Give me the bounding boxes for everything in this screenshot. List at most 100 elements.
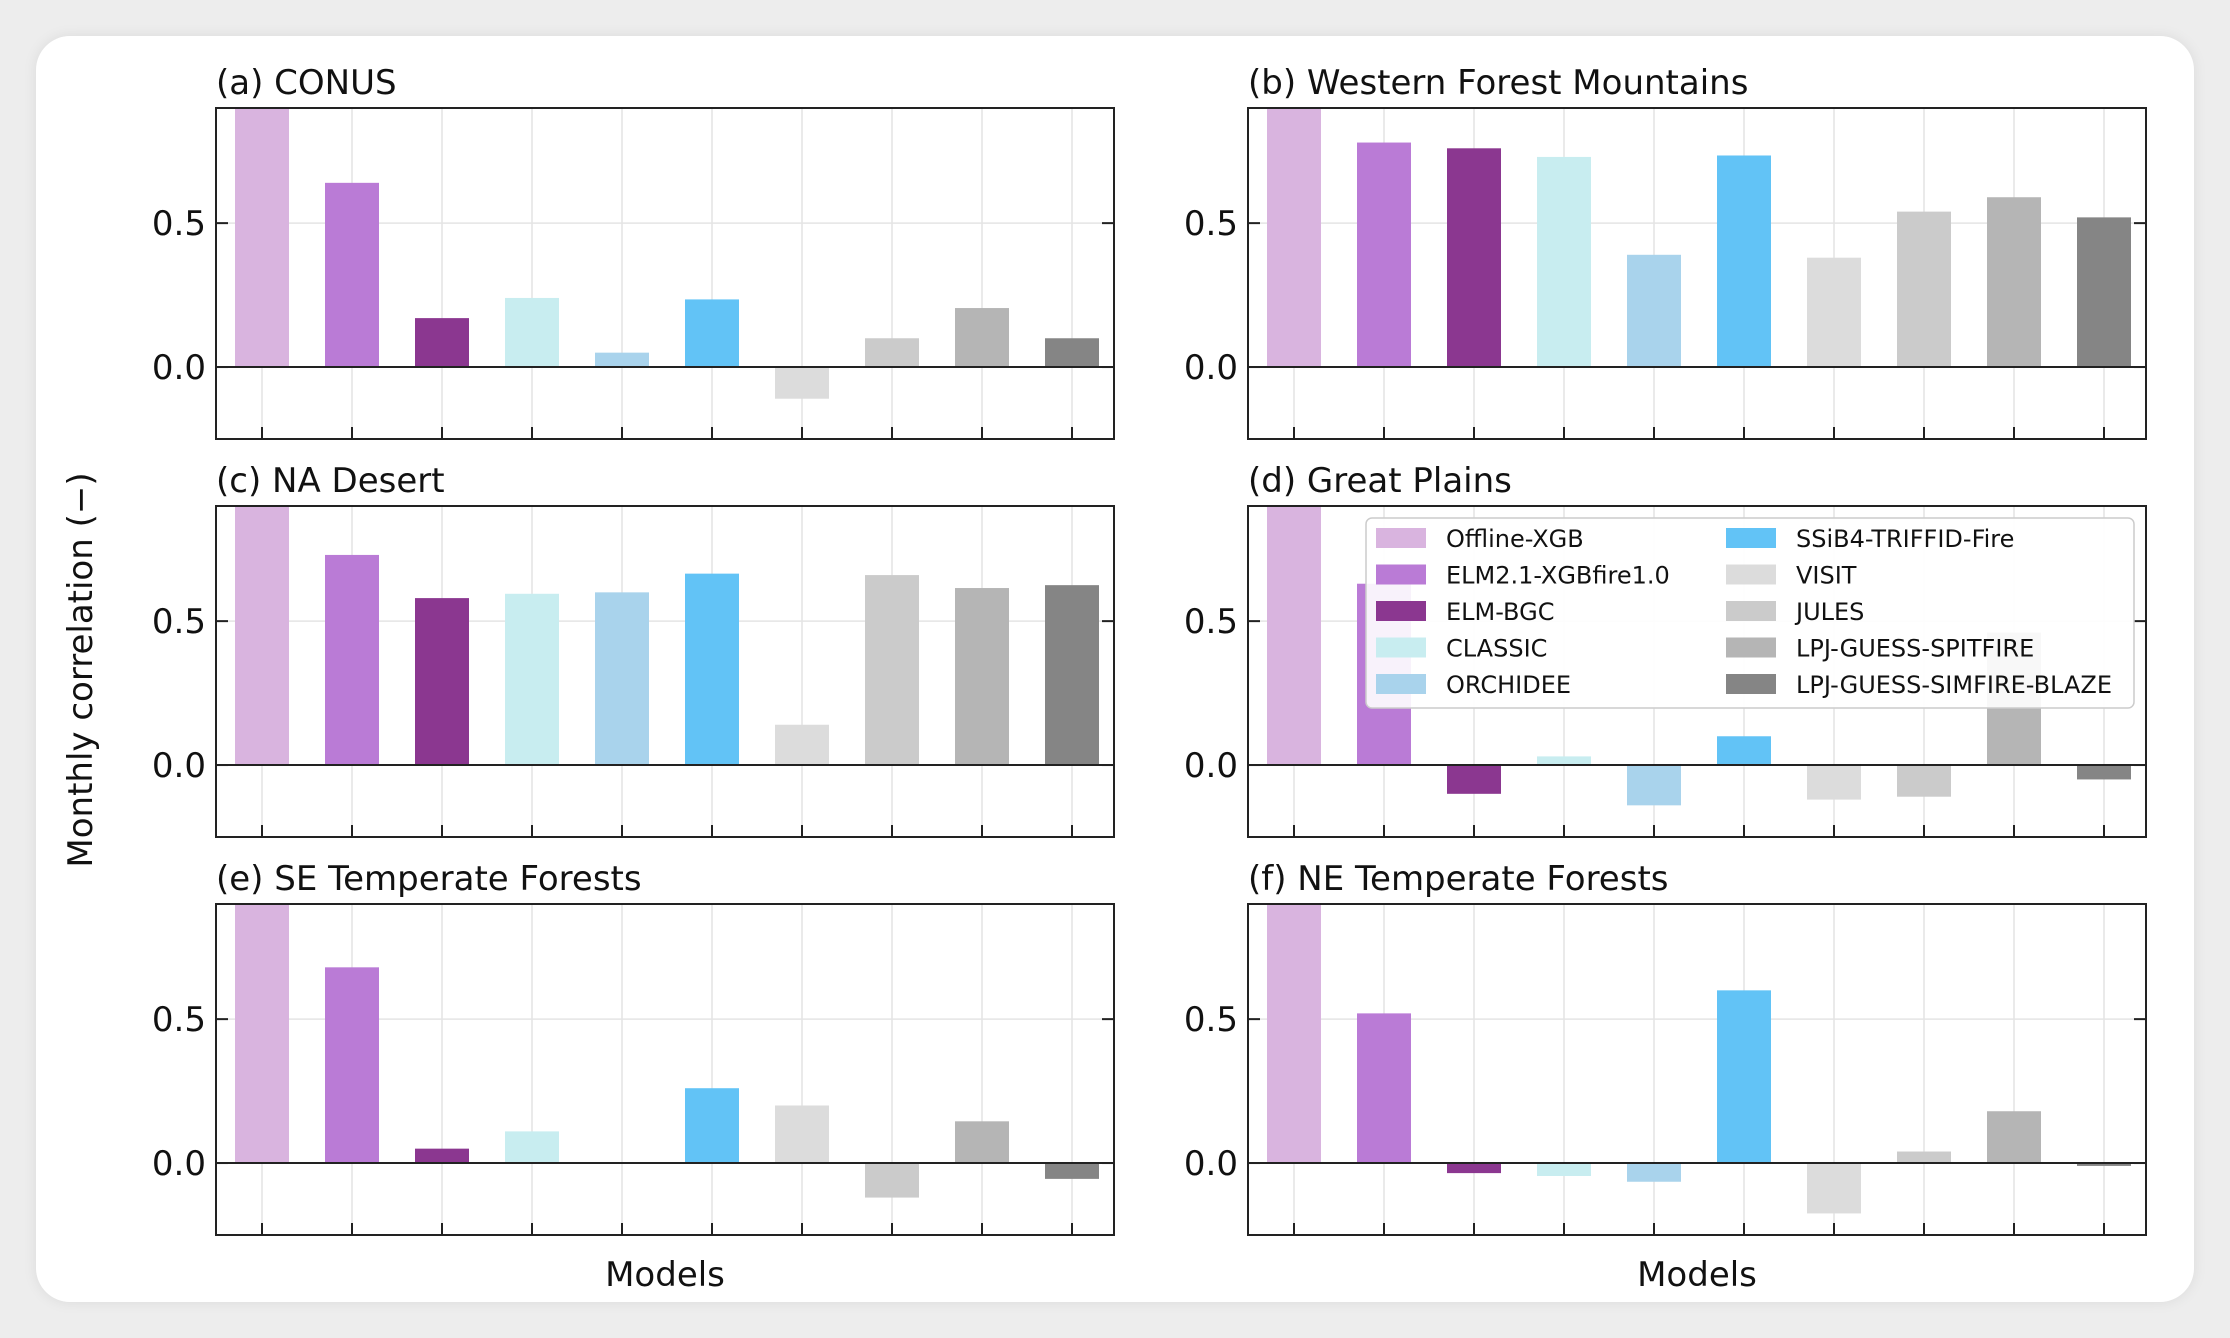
legend-swatch	[1726, 528, 1776, 548]
bar-visit	[1807, 765, 1861, 800]
chart-panel-f: 0.0 0.5 (f) NE Temperate Forests Models	[1184, 859, 2147, 1295]
legend-label: Offline-XGB	[1446, 525, 1584, 553]
bar-ssib4-triffid-fire	[1717, 990, 1771, 1164]
panel-title: (e) SE Temperate Forests	[216, 859, 642, 899]
bar-lpj-guess-simfire-blaze	[1045, 1163, 1099, 1179]
legend-label: JULES	[1794, 598, 1864, 626]
bar-jules	[865, 338, 919, 368]
panel-title: (c) NA Desert	[216, 461, 445, 501]
bar-offline-xgb	[1267, 108, 1321, 368]
x-axis-label: Models	[605, 1255, 725, 1295]
legend-swatch	[1726, 674, 1776, 694]
bar-elm-bgc	[1447, 1163, 1501, 1174]
axes-frame	[215, 903, 1115, 1236]
y-tick-label: 0.0	[1184, 1144, 1238, 1184]
bar-visit	[1807, 1163, 1861, 1214]
bar-jules	[1897, 211, 1951, 368]
bar-lpj-guess-spitfire	[955, 1121, 1009, 1164]
chart-panel-b: 0.0 0.5 (b) Western Forest Mountains	[1184, 63, 2147, 440]
bar-lpj-guess-simfire-blaze	[2077, 765, 2131, 780]
legend-swatch	[1376, 674, 1426, 694]
bar-jules	[865, 575, 919, 766]
bar-offline-xgb	[1267, 506, 1321, 766]
panel-title: (b) Western Forest Mountains	[1248, 63, 1748, 103]
bar-offline-xgb	[235, 506, 289, 766]
y-tick-label: 0.5	[1184, 602, 1238, 642]
bar-lpj-guess-spitfire	[955, 308, 1009, 368]
legend-label: ELM-BGC	[1446, 598, 1554, 626]
bar-group	[1267, 904, 2131, 1214]
axes-frame	[215, 505, 1115, 838]
y-tick-label: 0.0	[152, 746, 206, 786]
panel-title: (f) NE Temperate Forests	[1248, 859, 1668, 899]
legend-swatch	[1376, 601, 1426, 621]
legend-swatch	[1726, 564, 1776, 585]
legend-label: ORCHIDEE	[1446, 671, 1571, 699]
y-tick-label: 0.5	[152, 204, 206, 244]
bar-ssib4-triffid-fire	[685, 1088, 739, 1164]
bar-orchidee	[595, 592, 649, 766]
bar-lpj-guess-spitfire	[1987, 197, 2041, 368]
bar-orchidee	[595, 352, 649, 368]
y-tick-label: 0.5	[1184, 1000, 1238, 1040]
chart-panel-c: 0.0 0.5 (c) NA Desert	[152, 461, 1115, 838]
bar-jules	[1897, 1151, 1951, 1164]
legend-swatch	[1726, 637, 1776, 658]
y-tick-label: 0.0	[1184, 348, 1238, 388]
bar-offline-xgb	[235, 108, 289, 368]
axes-frame	[1247, 505, 2147, 838]
bar-ssib4-triffid-fire	[685, 573, 739, 766]
bar-offline-xgb	[1267, 904, 1321, 1164]
legend-label: ELM2.1-XGBfire1.0	[1446, 562, 1670, 590]
legend-swatch	[1726, 601, 1776, 621]
bar-lpj-guess-simfire-blaze	[1045, 338, 1099, 368]
bar-ssib4-triffid-fire	[685, 299, 739, 368]
bar-elm2-1-xgbfire1-0	[325, 967, 379, 1164]
bar-group	[235, 108, 1099, 399]
bar-classic	[505, 297, 559, 368]
bar-visit	[775, 367, 829, 399]
bar-jules	[1897, 765, 1951, 797]
legend-swatch	[1376, 637, 1426, 658]
bar-elm-bgc	[415, 318, 469, 368]
bar-orchidee	[1627, 765, 1681, 806]
bar-visit	[1807, 257, 1861, 368]
bar-elm2-1-xgbfire1-0	[1357, 142, 1411, 368]
y-axis-label: Monthly correlation (−)	[61, 472, 101, 867]
bar-ssib4-triffid-fire	[1717, 155, 1771, 368]
bar-elm-bgc	[415, 1148, 469, 1164]
bar-group	[235, 506, 1099, 766]
legend-swatch	[1376, 564, 1426, 585]
bar-jules	[865, 1163, 919, 1198]
y-tick-label: 0.5	[152, 602, 206, 642]
bar-orchidee	[1627, 254, 1681, 368]
legend-label: VISIT	[1796, 562, 1857, 590]
axes-frame	[1247, 107, 2147, 440]
legend-label: LPJ-GUESS-SIMFIRE-BLAZE	[1796, 671, 2112, 699]
bar-lpj-guess-simfire-blaze	[2077, 1163, 2131, 1166]
bar-elm-bgc	[1447, 148, 1501, 368]
bar-classic	[1537, 756, 1591, 766]
legend-swatch	[1376, 528, 1426, 548]
legend-label: SSiB4-TRIFFID-Fire	[1796, 525, 2014, 553]
bar-elm-bgc	[415, 598, 469, 766]
bar-classic	[1537, 1163, 1591, 1176]
bar-offline-xgb	[235, 904, 289, 1164]
y-tick-label: 0.0	[152, 348, 206, 388]
bar-group	[235, 904, 1099, 1198]
legend-label: LPJ-GUESS-SPITFIRE	[1796, 635, 2034, 663]
bar-lpj-guess-simfire-blaze	[1045, 585, 1099, 766]
panel-title: (a) CONUS	[216, 63, 397, 103]
bar-classic	[1537, 156, 1591, 368]
chart-panel-e: 0.0 0.5 (e) SE Temperate Forests Models	[152, 859, 1115, 1295]
bar-elm-bgc	[1447, 765, 1501, 794]
bar-orchidee	[1627, 1163, 1681, 1182]
bar-classic	[505, 593, 559, 766]
bar-visit	[775, 724, 829, 766]
bar-lpj-guess-spitfire	[1987, 1111, 2041, 1164]
bar-classic	[505, 1131, 559, 1164]
panel-title: (d) Great Plains	[1248, 461, 1512, 501]
bar-elm2-1-xgbfire1-0	[325, 554, 379, 766]
legend-label: CLASSIC	[1446, 635, 1547, 663]
